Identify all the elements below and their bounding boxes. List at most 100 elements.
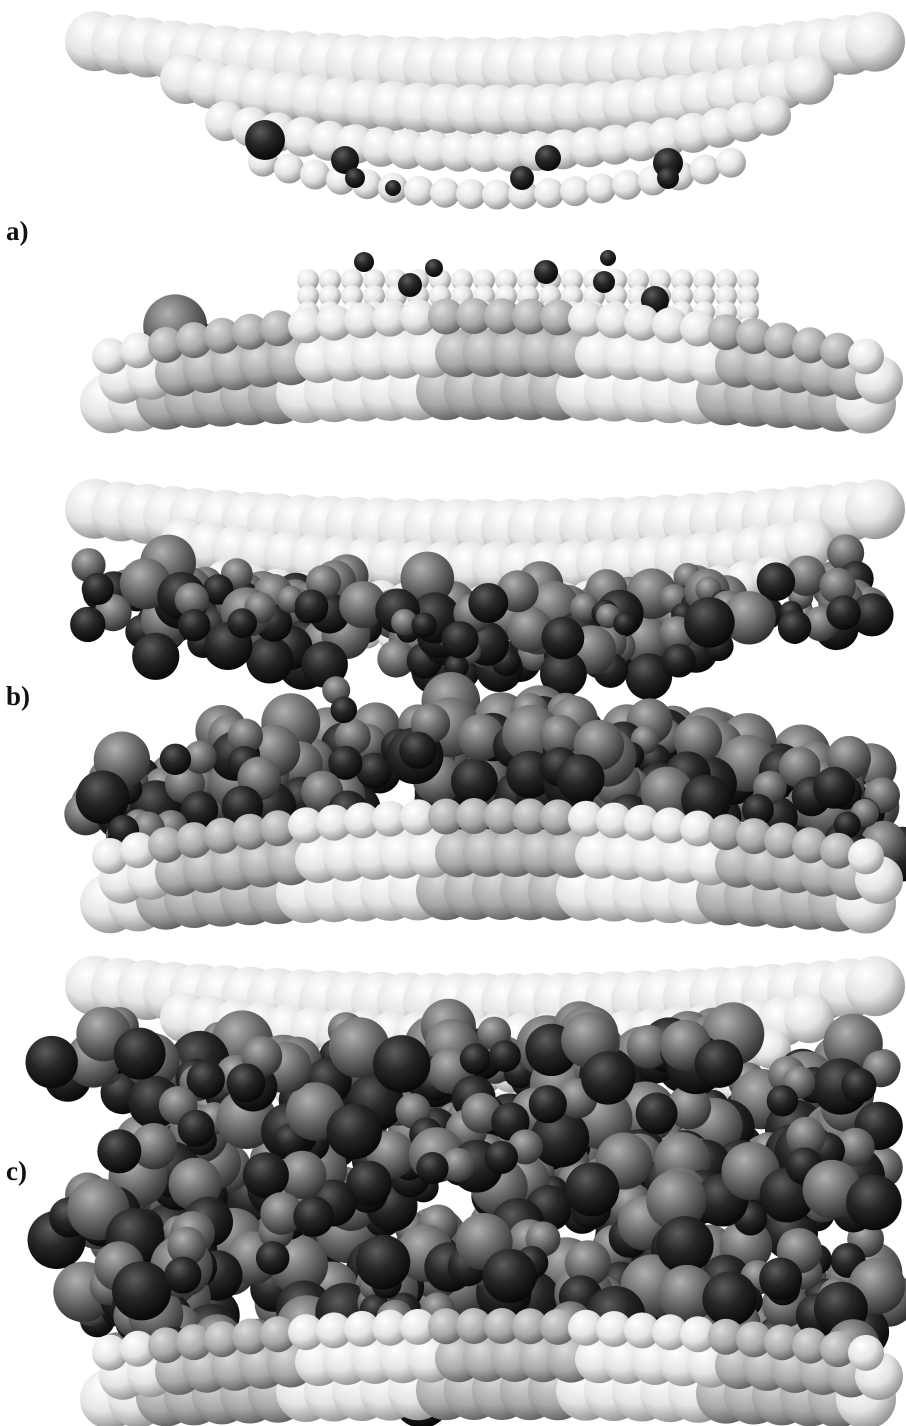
fluid-molecule-atom [391, 609, 418, 636]
wall-atom [451, 269, 473, 291]
wall-atom [473, 269, 495, 291]
fluid-molecule-atom [702, 1271, 758, 1327]
wall-atom [708, 814, 744, 851]
wall-atom [540, 799, 576, 836]
fluid-molecule-atom [613, 612, 637, 636]
wall-atom [624, 1312, 660, 1349]
fluid-molecule-atom [159, 743, 192, 775]
fluid-molecule-atom [354, 252, 374, 272]
fluid-molecule-atom [819, 567, 856, 605]
fluid-molecule-atom [556, 754, 605, 803]
fluid-molecule-atom [174, 582, 209, 617]
wall-atom [845, 479, 905, 540]
wall-atom [764, 322, 800, 359]
fluid-molecule-atom [457, 714, 505, 761]
fluid-molecule-atom [293, 1196, 334, 1237]
fluid-molecule-atom [81, 572, 114, 606]
fluid-molecule-atom [416, 1152, 449, 1185]
wall-atom [627, 269, 649, 291]
fluid-molecule-atom [530, 1109, 590, 1168]
fluid-molecule-atom [850, 593, 894, 637]
fluid-molecule-atom [177, 609, 211, 642]
wall-atom [92, 838, 128, 874]
wall-atom [715, 269, 737, 291]
wall-atom [400, 799, 436, 836]
wall-atom [316, 1312, 352, 1349]
fluid-molecule-atom [301, 641, 348, 688]
wall-atom [540, 299, 576, 336]
fluid-molecule-atom [70, 606, 106, 643]
fluid-molecule-atom [640, 766, 694, 820]
wall-atom [512, 298, 548, 335]
fluid-molecule-atom [846, 1174, 902, 1231]
fluid-molecule-atom [813, 766, 856, 809]
fluid-molecule-atom [600, 250, 616, 266]
wall-atom [344, 302, 380, 339]
wall-atom [372, 1309, 408, 1346]
wall-atom [716, 147, 746, 178]
fluid-molecule-atom [482, 1248, 537, 1303]
fluid-molecule-atom [399, 731, 437, 769]
fluid-molecule-atom [564, 1240, 611, 1287]
fluid-molecule-atom [97, 1129, 142, 1174]
wall-atom [792, 827, 828, 864]
wall-atom [568, 300, 604, 337]
wall-atom [586, 173, 616, 204]
wall-atom [363, 285, 385, 307]
fluid-molecule-atom [226, 1063, 266, 1103]
wall-atom [792, 327, 828, 364]
wall-atom [148, 1327, 184, 1364]
wall-atom [680, 1316, 716, 1353]
fluid-molecule-atom [346, 1160, 392, 1207]
fluid-molecule-atom [540, 650, 587, 698]
wall-atom [232, 313, 268, 350]
fluid-molecule-atom [658, 1264, 716, 1323]
wall-atom [560, 176, 590, 207]
fluid-molecule-atom [440, 1147, 475, 1183]
wall-atom [260, 810, 296, 847]
fluid-molecule-atom [626, 1025, 671, 1069]
wall-atom [764, 1324, 800, 1361]
wall-atom [737, 285, 759, 307]
wall-atom [260, 310, 296, 347]
wall-atom [456, 298, 492, 334]
fluid-molecule-atom [593, 271, 615, 293]
wall-atom [820, 1331, 856, 1368]
fluid-molecule-atom [183, 740, 217, 774]
wall-atom [736, 1321, 772, 1358]
fluid-molecule-atom [113, 1027, 166, 1080]
wall-atom [517, 269, 539, 291]
wall-atom [693, 269, 715, 291]
fluid-molecule-atom [786, 1116, 826, 1157]
wall-atom [204, 317, 240, 354]
fluid-molecule-atom [759, 1257, 803, 1301]
fluid-molecule-atom [684, 597, 735, 648]
wall-atom [596, 1311, 632, 1347]
fluid-molecule-atom [528, 1085, 567, 1124]
wall-atom [176, 1324, 212, 1361]
fluid-molecule-atom [355, 1234, 411, 1290]
wall-atom [652, 807, 688, 844]
fluid-molecule-atom [833, 811, 861, 839]
fluid-molecule-atom [330, 696, 358, 724]
wall-atom [792, 1327, 828, 1364]
fluid-molecule-atom [836, 1127, 875, 1167]
wall-atom [341, 269, 363, 291]
fluid-molecule-atom [451, 758, 498, 805]
panel-label-c: c) [6, 1156, 27, 1186]
wall-atom [764, 822, 800, 859]
fluid-molecule-atom [507, 607, 553, 653]
fluid-molecule-atom [722, 591, 776, 645]
fluid-molecule-atom [741, 793, 774, 826]
fluid-molecule-atom [646, 1170, 707, 1231]
wall-atom [120, 1330, 156, 1367]
fluid-molecule-atom [246, 636, 294, 684]
wall-atom [92, 338, 128, 374]
fluid-molecule-atom [130, 1123, 177, 1170]
fluid-molecule-atom [484, 1140, 518, 1174]
wall-atom [344, 1310, 380, 1347]
wall-atom [652, 307, 688, 344]
wall-atom [690, 154, 720, 185]
fluid-molecule-atom [242, 1152, 289, 1199]
